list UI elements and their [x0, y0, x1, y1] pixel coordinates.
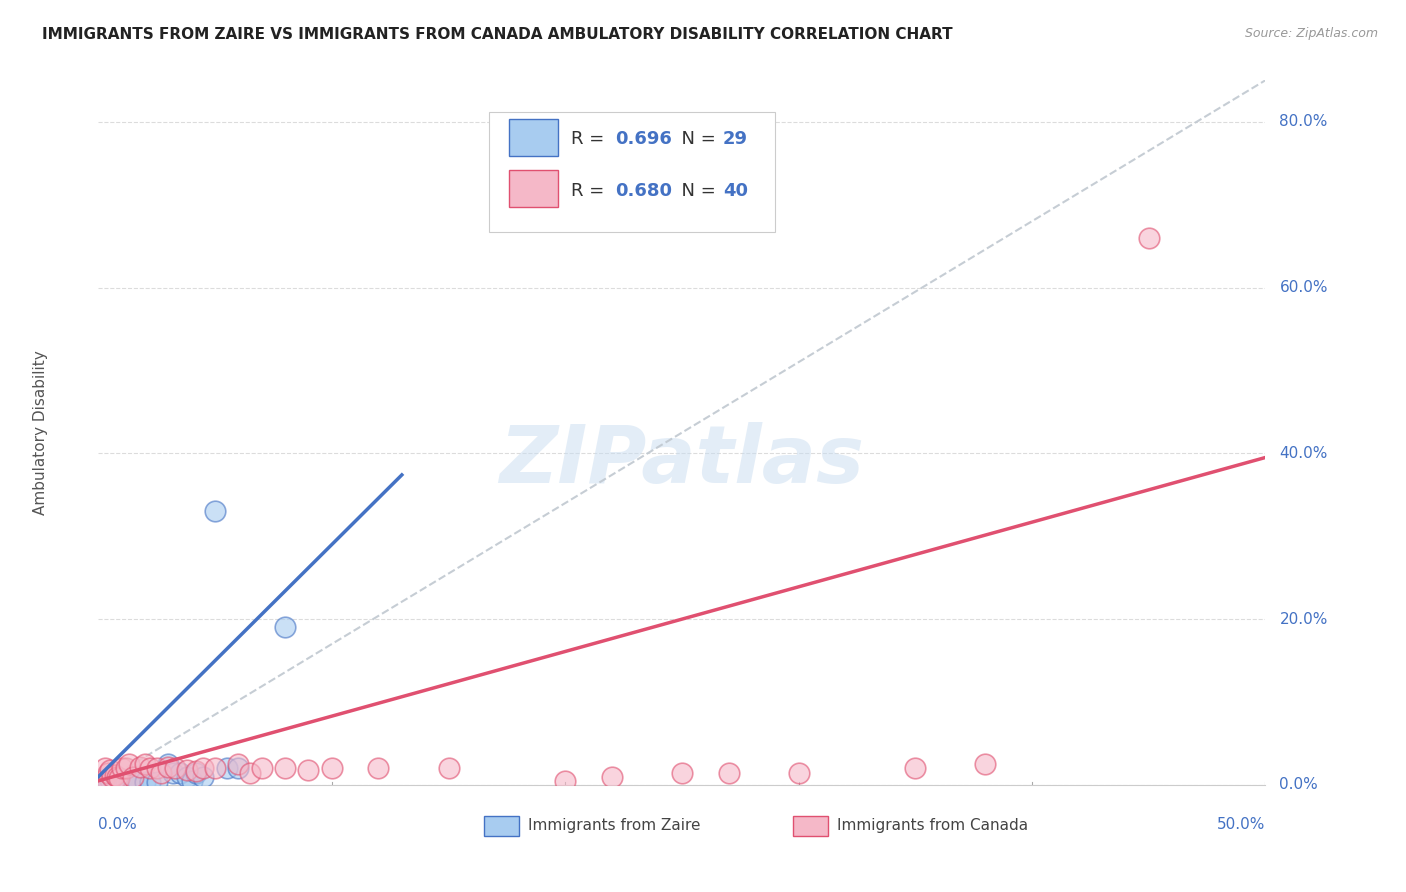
- FancyBboxPatch shape: [489, 112, 775, 232]
- Text: 50.0%: 50.0%: [1218, 817, 1265, 831]
- Point: [98, 763, 121, 777]
- Point: [108, 772, 131, 786]
- Text: 80.0%: 80.0%: [1279, 114, 1327, 129]
- Text: Ambulatory Disability: Ambulatory Disability: [32, 351, 48, 515]
- Point: [94, 761, 117, 775]
- Point: [1137, 231, 1160, 245]
- Text: Immigrants from Zaire: Immigrants from Zaire: [527, 818, 700, 833]
- Point: [162, 765, 184, 780]
- FancyBboxPatch shape: [793, 816, 828, 836]
- Point: [90, 775, 112, 789]
- Point: [97, 765, 120, 780]
- Text: 0.680: 0.680: [616, 182, 672, 200]
- Text: 0.696: 0.696: [616, 129, 672, 148]
- Point: [105, 775, 128, 789]
- Point: [134, 757, 156, 772]
- Point: [91, 773, 114, 788]
- Text: R =: R =: [571, 129, 610, 148]
- Point: [101, 772, 124, 786]
- Point: [115, 774, 138, 789]
- Point: [717, 765, 740, 780]
- Point: [111, 772, 134, 786]
- FancyBboxPatch shape: [484, 816, 519, 836]
- Point: [118, 757, 141, 772]
- Point: [94, 772, 117, 786]
- Point: [186, 764, 208, 778]
- Text: 0.0%: 0.0%: [98, 817, 138, 831]
- Point: [98, 772, 121, 787]
- Point: [129, 760, 152, 774]
- Point: [122, 773, 145, 788]
- Text: 40: 40: [723, 182, 748, 200]
- Point: [554, 773, 576, 788]
- Point: [165, 761, 187, 775]
- Point: [105, 770, 128, 784]
- Text: ZIPatlas: ZIPatlas: [499, 422, 865, 500]
- Point: [104, 768, 127, 782]
- Text: R =: R =: [571, 182, 610, 200]
- Text: 29: 29: [723, 129, 748, 148]
- Point: [274, 620, 297, 634]
- Point: [118, 775, 141, 789]
- Point: [101, 770, 124, 784]
- Point: [600, 770, 623, 784]
- FancyBboxPatch shape: [509, 170, 558, 207]
- Point: [112, 773, 135, 788]
- Text: N =: N =: [671, 182, 721, 200]
- Text: Immigrants from Canada: Immigrants from Canada: [837, 818, 1028, 833]
- Text: 20.0%: 20.0%: [1279, 612, 1327, 627]
- Point: [186, 765, 208, 780]
- Text: N =: N =: [671, 129, 721, 148]
- Point: [122, 770, 145, 784]
- Point: [111, 761, 134, 775]
- FancyBboxPatch shape: [509, 119, 558, 156]
- Point: [176, 763, 198, 777]
- Point: [180, 773, 202, 788]
- Text: 40.0%: 40.0%: [1279, 446, 1327, 461]
- Point: [239, 765, 262, 780]
- Point: [176, 770, 198, 784]
- Point: [115, 761, 138, 775]
- Point: [157, 757, 180, 772]
- Point: [193, 770, 215, 784]
- Text: Source: ZipAtlas.com: Source: ZipAtlas.com: [1244, 27, 1378, 40]
- Point: [228, 757, 250, 772]
- Point: [193, 761, 215, 775]
- Point: [157, 760, 180, 774]
- Point: [134, 774, 156, 789]
- Point: [146, 761, 169, 775]
- Point: [228, 761, 250, 775]
- Point: [90, 775, 112, 789]
- Point: [974, 757, 997, 772]
- Point: [97, 774, 120, 789]
- Point: [321, 761, 343, 775]
- Point: [139, 775, 162, 789]
- Text: IMMIGRANTS FROM ZAIRE VS IMMIGRANTS FROM CANADA AMBULATORY DISABILITY CORRELATIO: IMMIGRANTS FROM ZAIRE VS IMMIGRANTS FROM…: [42, 27, 953, 42]
- Point: [146, 775, 169, 789]
- Point: [204, 761, 226, 775]
- Point: [108, 774, 131, 789]
- Point: [297, 763, 319, 777]
- Point: [150, 765, 173, 780]
- Point: [671, 765, 693, 780]
- Point: [104, 773, 127, 788]
- Point: [367, 761, 389, 775]
- Point: [127, 775, 149, 789]
- Point: [250, 761, 273, 775]
- Text: 0.0%: 0.0%: [1279, 778, 1319, 792]
- Point: [204, 504, 226, 518]
- Point: [169, 765, 191, 780]
- Point: [437, 761, 460, 775]
- Point: [215, 761, 238, 775]
- Point: [139, 761, 162, 775]
- Point: [91, 773, 114, 788]
- Point: [787, 765, 810, 780]
- Point: [274, 761, 297, 775]
- Text: 60.0%: 60.0%: [1279, 280, 1327, 295]
- Point: [904, 761, 927, 775]
